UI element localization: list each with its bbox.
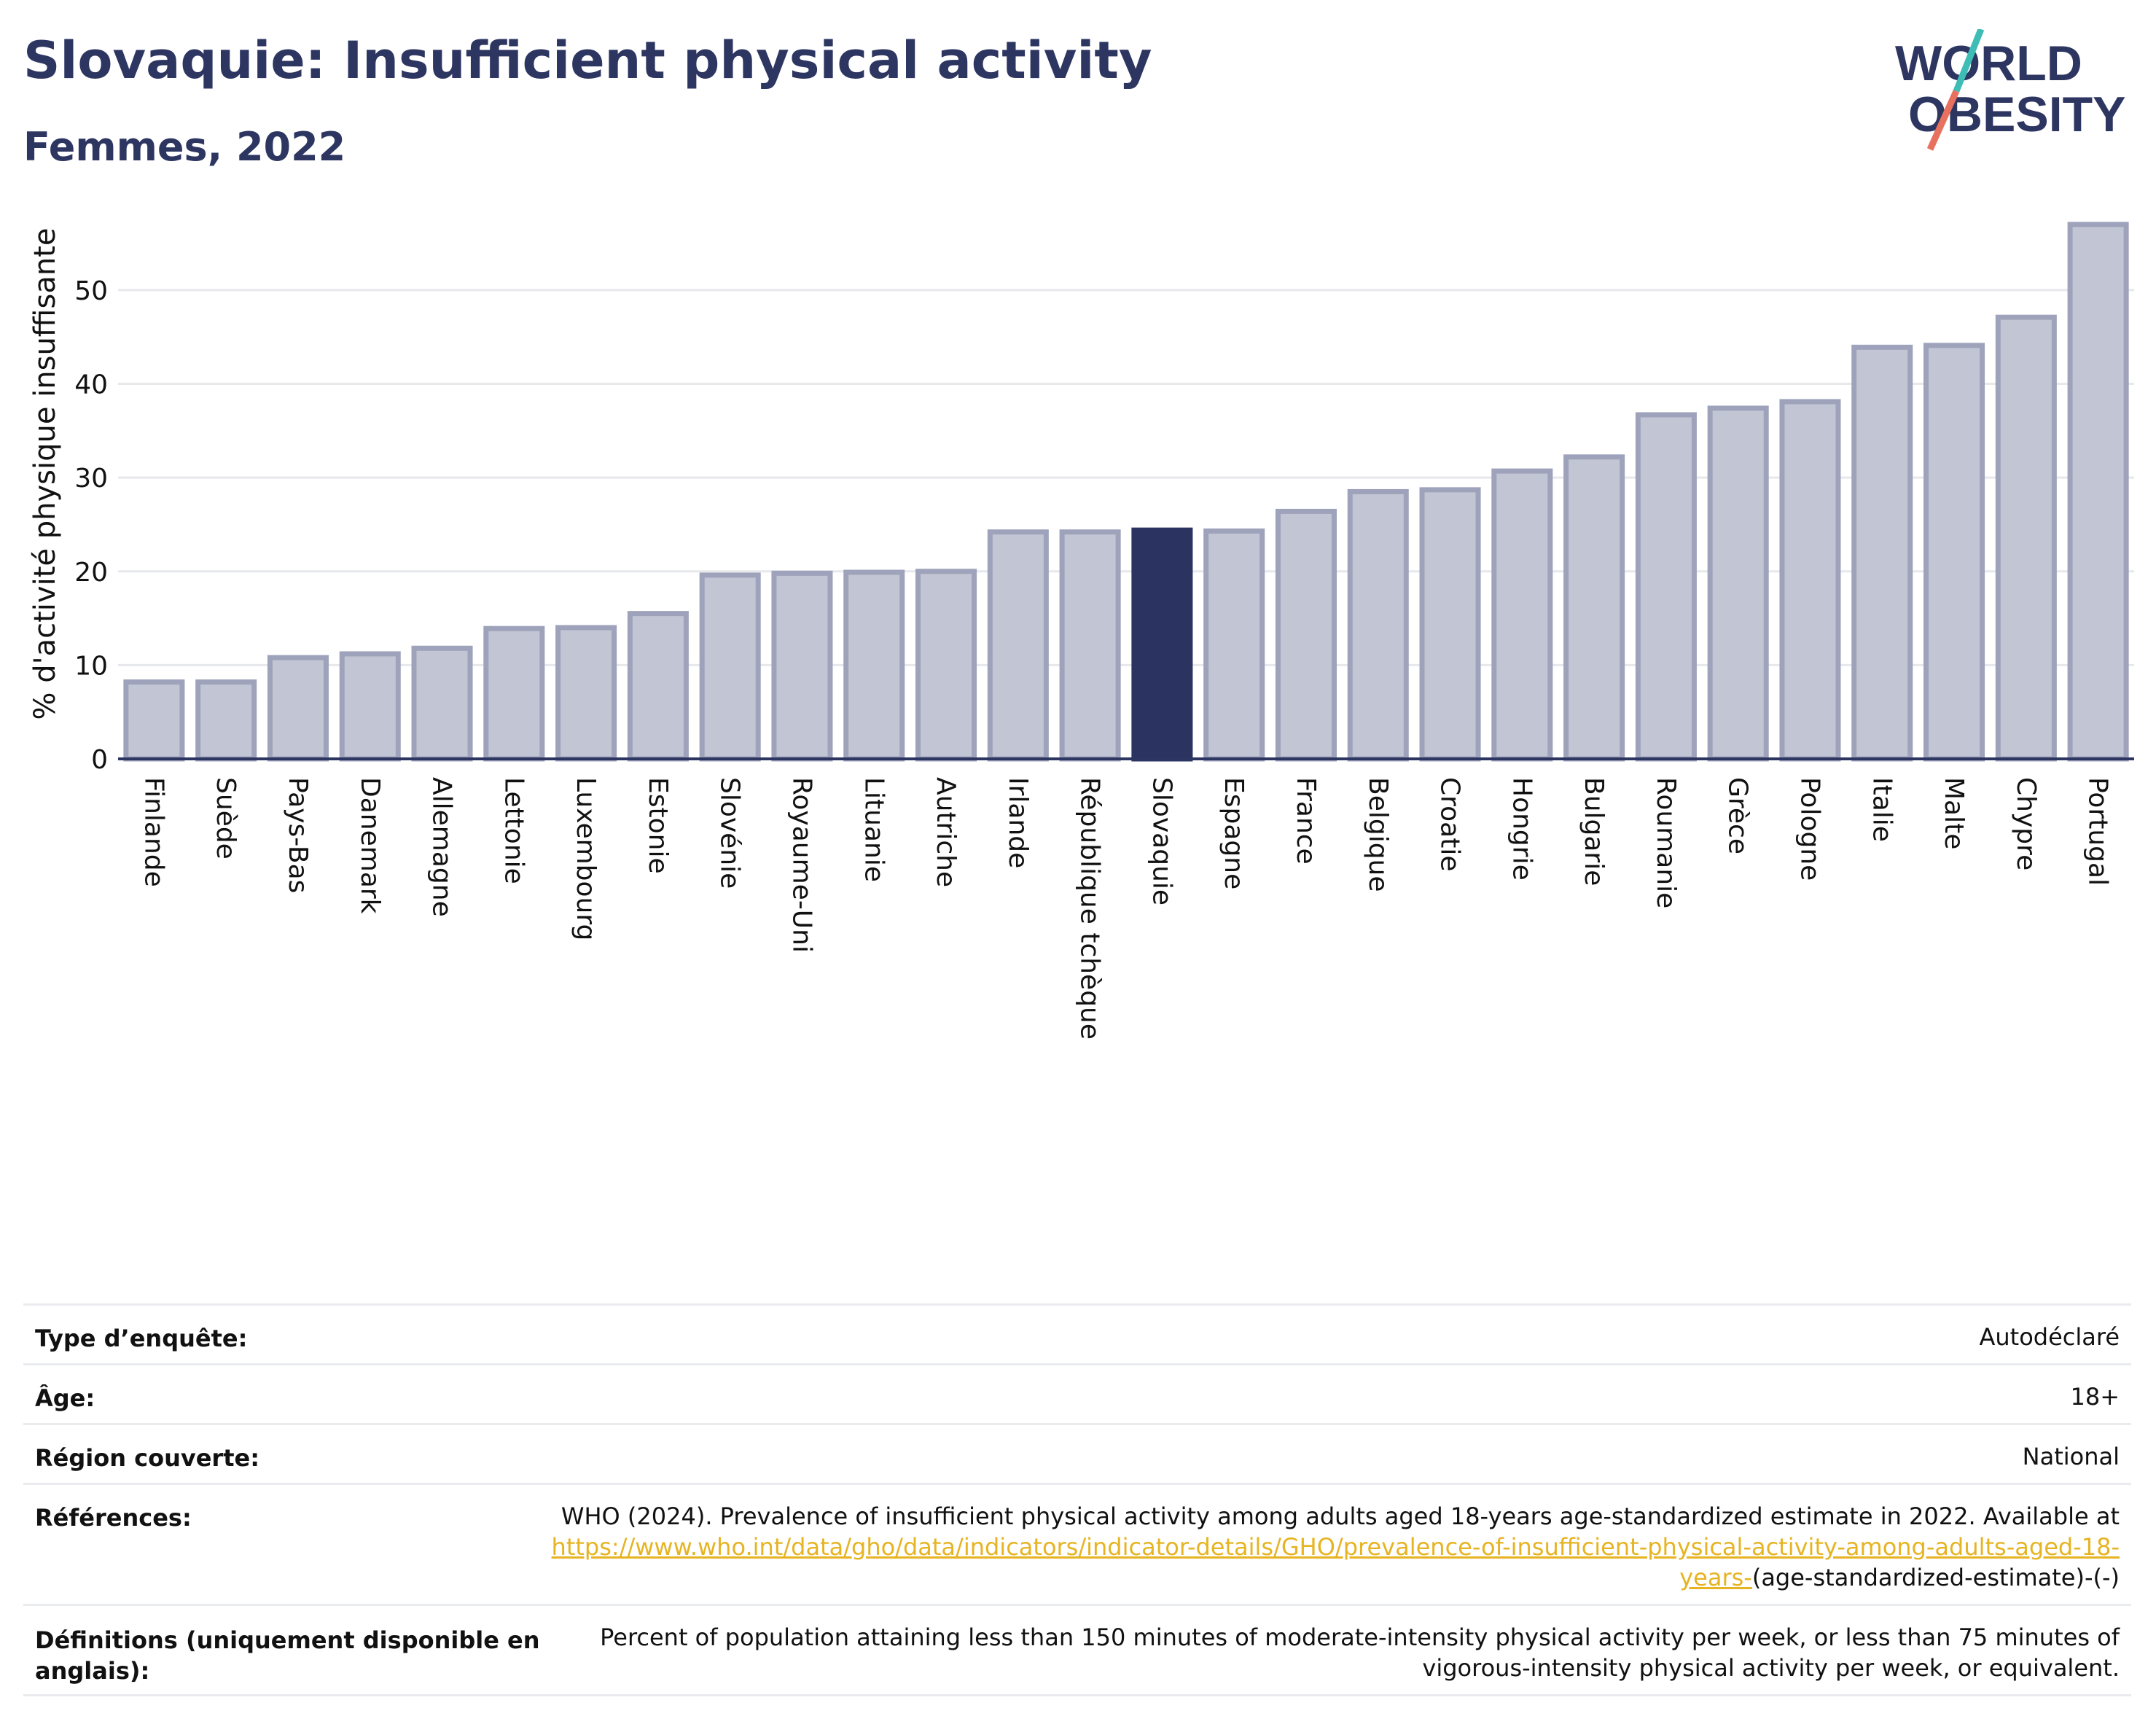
info-value: Percent of population attaining less tha… (546, 1604, 2131, 1696)
x-tick-label: Hongrie (1507, 777, 1536, 881)
x-tick-label: Royaume-Uni (786, 777, 816, 953)
x-tick-label: Portugal (2083, 777, 2113, 886)
bar (1563, 454, 1625, 762)
x-tick-label: Grèce (1723, 777, 1753, 854)
y-tick-label: 30 (74, 464, 108, 494)
x-tick-label: Irlande (1003, 777, 1033, 868)
bar (1491, 468, 1553, 762)
bar (1347, 488, 1409, 762)
x-tick-label: Espagne (1219, 777, 1249, 889)
info-key: Âge: (23, 1363, 546, 1425)
bar (699, 572, 761, 762)
y-tick-label: 40 (74, 370, 108, 400)
x-tick-label: République tchèque (1075, 777, 1105, 1040)
bar (123, 679, 185, 762)
y-tick-label: 20 (74, 558, 108, 588)
bar (627, 611, 689, 762)
y-axis-label: % d'activité physique insuffisante (28, 228, 62, 720)
x-tick-label: Danemark (355, 777, 385, 914)
x-tick-label: Malte (1939, 777, 1969, 849)
bar (843, 569, 905, 762)
logo-text-obesity: OBESITY (1908, 87, 2126, 142)
bar (1779, 399, 1841, 762)
x-tick-label: Lituanie (859, 777, 888, 882)
bar (1635, 412, 1697, 762)
info-row-definitions: Définitions (uniquement disponible en an… (23, 1604, 2131, 1696)
bar (915, 569, 977, 762)
x-tick-label: Luxembourg (571, 777, 601, 940)
bar (1275, 508, 1337, 762)
bar-chart: 0 10 20 30 40 50 Finlande Suède Pays-Bas Danemar… (28, 222, 2134, 1040)
bar (1851, 344, 1913, 762)
info-key: Région couverte: (23, 1423, 546, 1485)
bar (2067, 222, 2129, 762)
x-tick-label: Croatie (1435, 777, 1465, 872)
bar (339, 651, 401, 762)
y-tick-label: 50 (74, 276, 108, 306)
reference-link[interactable]: https://www.who.int/data/gho/data/indica… (551, 1533, 2120, 1591)
x-tick-label: Italie (1867, 777, 1897, 842)
bar-highlighted (1131, 527, 1193, 762)
page-subtitle: Femmes, 2022 (23, 124, 346, 170)
bar (771, 570, 833, 762)
page-title: Slovaquie: Insufficient physical activit… (23, 31, 1152, 90)
info-row-region: Région couverte: National (23, 1423, 2131, 1485)
x-tick-label: Pays-Bas (283, 777, 313, 893)
bar (1995, 314, 2057, 762)
reference-text: WHO (2024). Prevalence of insufficient p… (561, 1502, 2120, 1530)
x-tick-label: Bulgarie (1579, 777, 1609, 886)
y-tick-label: 10 (74, 651, 108, 681)
info-key: Références: (23, 1483, 546, 1606)
x-tick-label: Slovaquie (1147, 777, 1176, 905)
x-tick-label: France (1291, 777, 1321, 865)
x-tick-label: Autriche (931, 777, 961, 887)
x-tick-label: Belgique (1363, 777, 1393, 892)
bar (1923, 343, 1985, 762)
bar (483, 625, 545, 762)
x-tick-label: Slovénie (715, 777, 745, 889)
x-tick-label: Allemagne (427, 777, 457, 917)
bar (555, 625, 617, 762)
bar (1203, 528, 1265, 762)
bar (195, 679, 257, 762)
x-tick-label: Chypre (2011, 777, 2041, 870)
x-tick-label: Finlande (138, 777, 168, 887)
logo-slash-coral (1926, 90, 1960, 151)
info-row-survey-type: Type d’enquête: Autodéclaré (23, 1303, 2131, 1365)
x-tick-label: Pologne (1794, 777, 1824, 881)
info-value: 18+ (546, 1363, 2131, 1425)
bar (1707, 405, 1769, 762)
info-table: Type d’enquête: Autodéclaré Âge: 18+ Rég… (23, 1303, 2131, 1696)
x-tick-label: Estonie (643, 777, 673, 874)
bar (1059, 529, 1121, 762)
info-row-references: Références: WHO (2024). Prevalence of in… (23, 1483, 2131, 1606)
info-value: National (546, 1423, 2131, 1485)
bar (1419, 487, 1481, 762)
info-row-age: Âge: 18+ (23, 1363, 2131, 1425)
bar (987, 529, 1049, 762)
bar (411, 645, 473, 762)
x-tick-label: Suède (211, 777, 241, 859)
bar (267, 655, 329, 762)
x-tick-label: Lettonie (499, 777, 528, 884)
info-key: Définitions (uniquement disponible en an… (23, 1604, 546, 1696)
info-key: Type d’enquête: (23, 1303, 546, 1365)
world-obesity-logo: WORLD OBESITY (1895, 29, 2126, 151)
y-tick-label: 0 (91, 745, 108, 775)
logo-slash-teal (1953, 29, 1985, 93)
x-tick-label: Roumanie (1651, 777, 1681, 908)
info-value: Autodéclaré (546, 1303, 2131, 1365)
reference-suffix: (age-standardized-estimate)-(-) (1751, 1564, 2120, 1591)
